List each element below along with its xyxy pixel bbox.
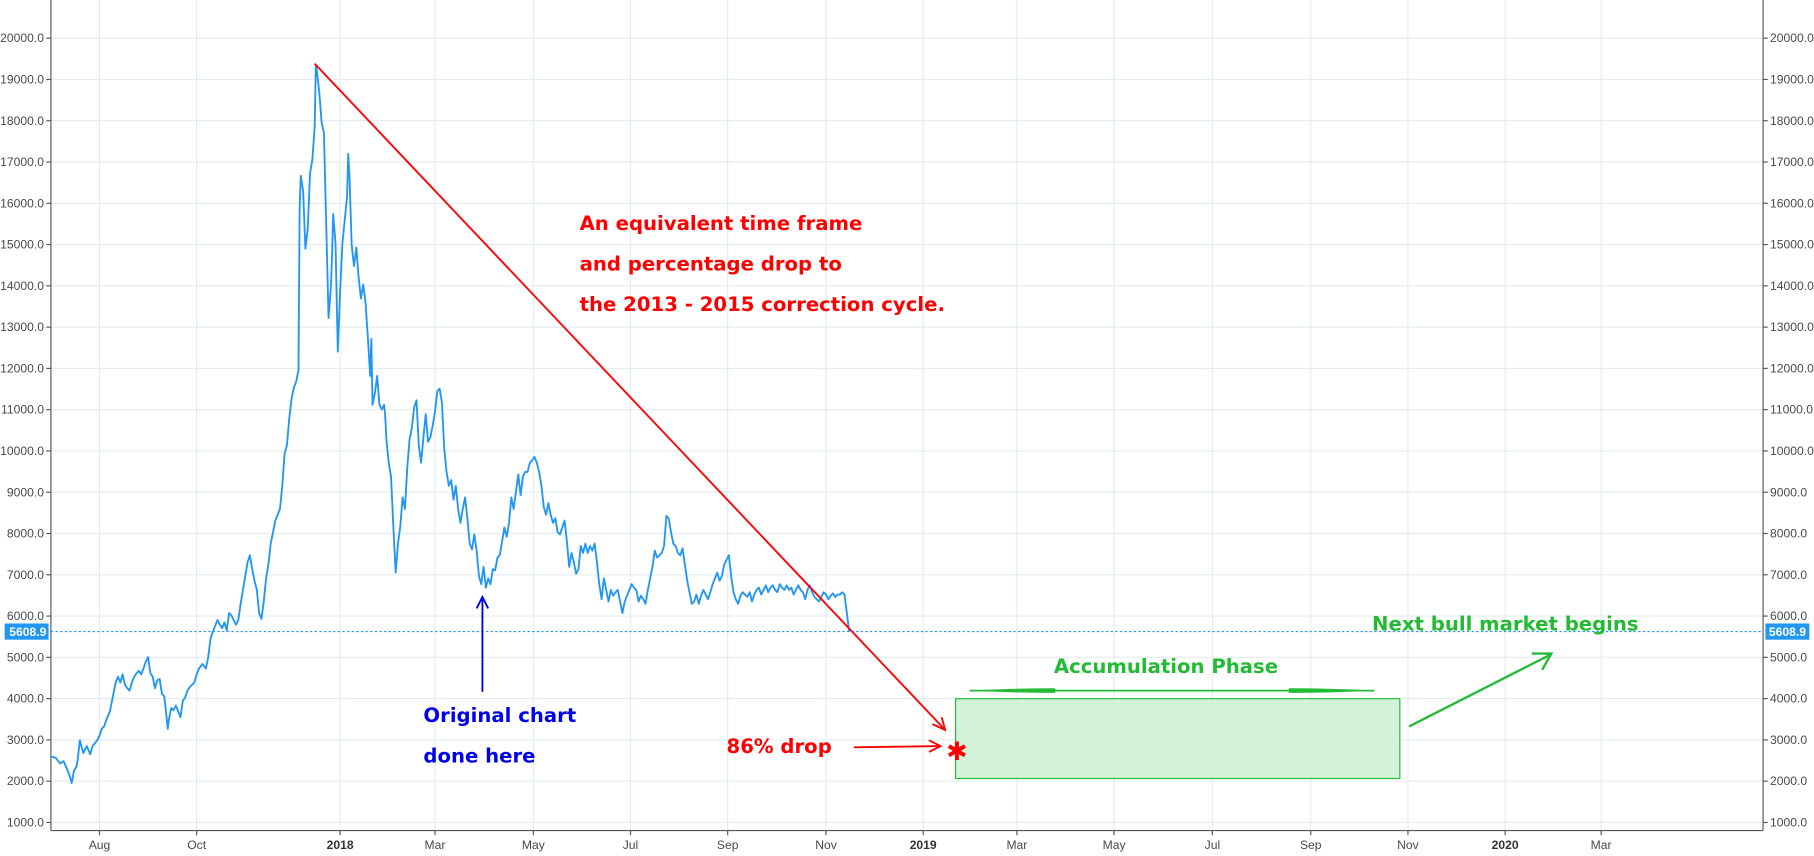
- x-tick-label: 2020: [1492, 838, 1519, 852]
- x-tick-label: Oct: [187, 838, 206, 852]
- last-price-tag-left: 5608.9: [4, 623, 49, 640]
- y-tick-label: 10000.0: [1770, 444, 1814, 458]
- vertical-gridlines: [98, 0, 1602, 831]
- trend-line[interactable]: [314, 62, 945, 730]
- x-tick-label: 2018: [327, 838, 354, 852]
- y-tick-label: 15000.0: [0, 238, 44, 252]
- x-tick-label: Mar: [1006, 838, 1027, 852]
- y-tick-label: 16000.0: [1770, 196, 1814, 210]
- y-tick-label: 17000.0: [0, 155, 44, 169]
- x-tick-label: Jul: [1205, 838, 1221, 852]
- y-tick-label: 16000.0: [0, 196, 44, 210]
- y-tick-label: 7000.0: [7, 568, 44, 582]
- y-tick-label: 3000.0: [7, 733, 44, 747]
- x-tick-label: Nov: [1397, 838, 1420, 852]
- x-tick-label: May: [1103, 838, 1127, 852]
- horizontal-gridlines: [50, 37, 1764, 824]
- drop-label: 86% drop: [727, 735, 832, 758]
- y-tick-label: 20000.0: [1770, 31, 1814, 45]
- x-tick-label: Mar: [1591, 838, 1612, 852]
- y-tick-label: 11000.0: [1770, 403, 1813, 417]
- svg-text:5608.9: 5608.9: [9, 625, 46, 639]
- y-tick-label: 6000.0: [1770, 609, 1807, 623]
- y-tick-label: 1000.0: [1770, 816, 1807, 830]
- y-tick-label: 2000.0: [1770, 774, 1807, 788]
- blue-note-line-1: Original chart: [423, 704, 576, 727]
- y-tick-label: 3000.0: [1770, 733, 1807, 747]
- y-tick-label: 14000.0: [1770, 279, 1814, 293]
- y-tick-label: 20000.0: [0, 31, 44, 45]
- x-tick-label: Jul: [623, 838, 639, 852]
- accumulation-box[interactable]: [955, 698, 1401, 780]
- y-tick-label: 9000.0: [7, 485, 44, 499]
- y-tick-label: 19000.0: [1770, 73, 1814, 87]
- drop-arrow: [853, 745, 940, 749]
- y-tick-label: 15000.0: [1770, 238, 1814, 252]
- y-tick-label: 10000.0: [0, 444, 44, 458]
- y-tick-label: 17000.0: [1770, 155, 1814, 169]
- y-tick-label: 11000.0: [1, 403, 44, 417]
- x-tick-label: Mar: [425, 838, 446, 852]
- y-tick-label: 4000.0: [7, 692, 44, 706]
- y-tick-label: 6000.0: [7, 609, 44, 623]
- x-tick-label: Sep: [1300, 838, 1322, 852]
- y-tick-label: 4000.0: [1770, 692, 1807, 706]
- up-arrowhead-icon: [475, 594, 490, 609]
- y-tick-label: 7000.0: [1770, 568, 1807, 582]
- price-line[interactable]: [50, 63, 851, 785]
- y-tick-label: 1000.0: [7, 816, 44, 830]
- y-tick-label: 19000.0: [0, 73, 44, 87]
- drop-arrowhead-icon: [928, 739, 943, 753]
- x-tick-label: 2019: [910, 838, 937, 852]
- y-tick-label: 18000.0: [1770, 114, 1814, 128]
- y-axis-right-labels: 20000.0 19000.0 18000.0 17000.0 16000.0 15000…: [1763, 31, 1814, 830]
- y-tick-label: 5000.0: [7, 650, 44, 664]
- bull-arrowhead-icon: [1531, 652, 1554, 671]
- y-tick-label: 13000.0: [1770, 320, 1814, 334]
- bull-market-label: Next bull market begins: [1372, 612, 1639, 635]
- y-tick-label: 8000.0: [1770, 527, 1807, 541]
- x-axis-labels: Aug Oct 2018 Mar May Jul Sep Nov 2019 Mar May Jul Se…: [89, 830, 1612, 852]
- y-axis-left-labels: 20000.0 19000.0 18000.0 17000.0 16000.0 15000…: [0, 31, 51, 830]
- star-marker-icon: ✱: [946, 737, 967, 767]
- trend-arrowhead-icon: [932, 716, 947, 732]
- y-tick-label: 18000.0: [0, 114, 44, 128]
- x-tick-label: May: [522, 838, 546, 852]
- y-tick-label: 5000.0: [1770, 650, 1807, 664]
- red-note-line-1: An equivalent time frame: [580, 212, 863, 235]
- x-tick-label: Aug: [89, 838, 111, 852]
- svg-text:5608.9: 5608.9: [1769, 625, 1806, 639]
- red-note-line-3: the 2013 - 2015 correction cycle.: [580, 293, 945, 316]
- last-price-tag-right: 5608.9: [1765, 623, 1810, 640]
- blue-note-line-2: done here: [423, 744, 535, 767]
- y-tick-label: 9000.0: [1770, 485, 1807, 499]
- y-tick-label: 12000.0: [1770, 361, 1814, 375]
- x-tick-label: Sep: [717, 838, 739, 852]
- accumulation-bracket: [969, 688, 1375, 693]
- x-tick-label: Nov: [815, 838, 838, 852]
- bull-arrow: [1408, 653, 1551, 728]
- y-tick-label: 8000.0: [7, 527, 44, 541]
- y-tick-label: 2000.0: [7, 774, 44, 788]
- y-tick-label: 14000.0: [0, 279, 44, 293]
- accumulation-label: Accumulation Phase: [1054, 655, 1278, 678]
- y-tick-label: 13000.0: [0, 320, 44, 334]
- y-tick-label: 12000.0: [0, 361, 44, 375]
- red-note-line-2: and percentage drop to: [580, 253, 842, 276]
